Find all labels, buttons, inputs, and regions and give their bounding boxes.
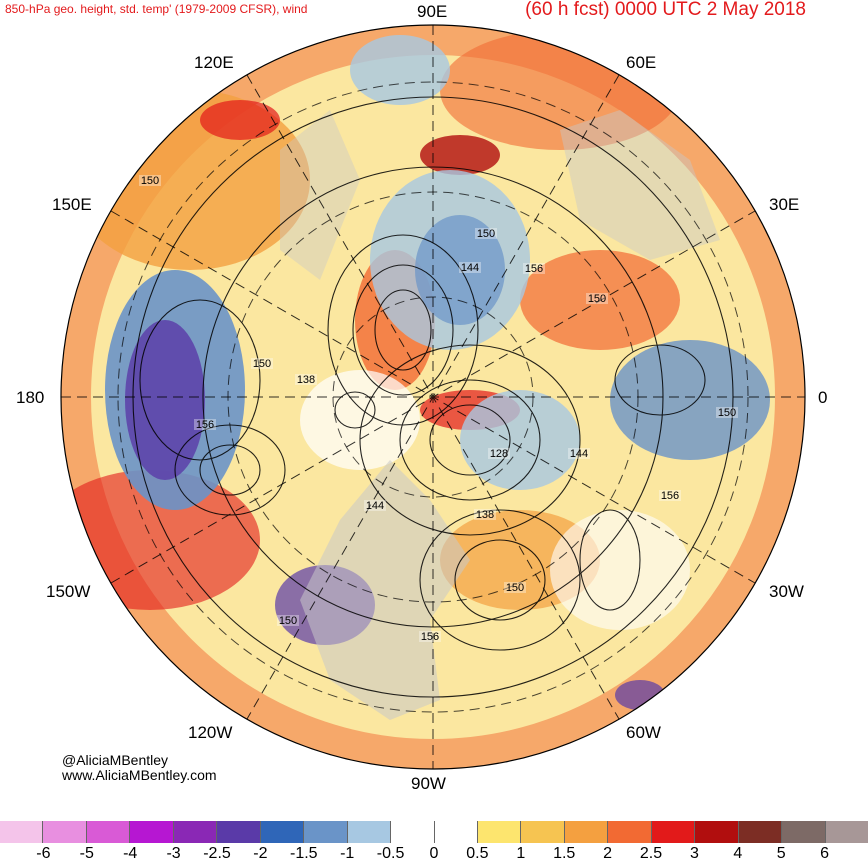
- legend-swatch: [130, 821, 174, 843]
- lon-label-60e: 60E: [626, 53, 657, 72]
- credit-handle: @AliciaMBentley: [62, 752, 169, 768]
- legend-tick: 2.5: [639, 845, 663, 862]
- lon-label-120w: 120W: [188, 723, 233, 742]
- legend-color-bar: [0, 821, 868, 843]
- legend-swatch: [608, 821, 652, 843]
- contour-label: 128: [490, 448, 508, 460]
- lon-label-120e: 120E: [194, 53, 234, 72]
- legend-swatch: [651, 821, 696, 843]
- lon-label-90e: 90E: [417, 2, 448, 21]
- contour-label: 156: [525, 263, 543, 275]
- legend-tick: -6: [36, 845, 51, 862]
- contour-label: 156: [661, 490, 679, 502]
- legend-swatch: [0, 821, 44, 843]
- legend-swatch: [738, 821, 783, 843]
- legend-tick: -5: [79, 845, 94, 862]
- lon-label-90w: 90W: [411, 774, 446, 793]
- lon-label-30w: 30W: [769, 582, 804, 601]
- legend-tick: 3: [689, 845, 699, 862]
- legend-swatch: [782, 821, 826, 843]
- legend-tick: 1: [516, 845, 526, 862]
- polar-stereographic-map: 150 150 144 156 150 138 150 156 128 144 144 138 150 1…: [60, 24, 806, 770]
- lon-label-150e: 150E: [52, 195, 92, 214]
- legend-tick: 4: [733, 845, 743, 862]
- legend-swatch: [695, 821, 739, 843]
- meridian-lines: [61, 25, 805, 769]
- credit-site: www.AliciaMBentley.com: [62, 767, 217, 783]
- legend-tick: 0: [429, 845, 439, 862]
- legend-swatch: [391, 821, 435, 843]
- legend-swatch: [304, 821, 348, 843]
- legend-swatch: [86, 821, 131, 843]
- contour-label: 144: [366, 500, 384, 512]
- lon-label-180: 180: [16, 388, 45, 407]
- color-legend: -6 -5 -4 -3 -2.5 -2 -1.5 -1 -0.5 0 0.5 1 1.5 2 2.5 3 4 5 6: [0, 821, 868, 865]
- contour-labels: 150 150 144 156 150 138 150 156 128 144 144 138 150 1…: [139, 175, 738, 643]
- legend-swatch: [260, 821, 305, 843]
- legend-tick: 0.5: [466, 845, 489, 862]
- legend-tick: -3: [166, 845, 181, 862]
- legend-tick: -4: [123, 845, 138, 862]
- legend-swatch: [825, 821, 868, 843]
- contour-label: 138: [476, 509, 494, 521]
- contour-label: 150: [588, 293, 606, 305]
- contour-label: 156: [196, 419, 214, 431]
- lon-label-60w: 60W: [626, 723, 661, 742]
- contour-label: 156: [421, 631, 439, 643]
- contour-label: 144: [461, 262, 479, 274]
- legend-swatch: [477, 821, 522, 843]
- contour-label: 150: [141, 175, 159, 187]
- map-header-right: (60 h fcst) 0000 UTC 2 May 2018: [525, 0, 806, 20]
- legend-tick: -1: [340, 845, 355, 862]
- legend-swatch: [43, 821, 87, 843]
- legend-swatch: [434, 821, 478, 843]
- contour-label: 144: [570, 448, 588, 460]
- lon-label-0: 0: [818, 388, 828, 407]
- legend-tick-labels: -6 -5 -4 -3 -2.5 -2 -1.5 -1 -0.5 0 0.5 1 1.5 2 2.5 3 4 5 6: [0, 845, 868, 865]
- map-header-left: 850-hPa geo. height, std. temp' (1979-20…: [5, 2, 308, 16]
- legend-tick: 5: [776, 845, 786, 862]
- legend-tick: 1.5: [553, 845, 576, 862]
- legend-swatch: [347, 821, 392, 843]
- legend-tick: -2.5: [203, 845, 231, 862]
- map-boundary: [60, 24, 806, 770]
- legend-tick: 2: [603, 845, 613, 862]
- legend-tick: -1.5: [290, 845, 318, 862]
- contour-label: 150: [253, 358, 271, 370]
- contour-label: 150: [477, 228, 495, 240]
- legend-tick: -0.5: [376, 845, 405, 862]
- legend-swatch: [173, 821, 218, 843]
- legend-swatch: [564, 821, 609, 843]
- contour-label: 150: [506, 582, 524, 594]
- legend-tick: 6: [820, 845, 830, 862]
- contour-label: 138: [297, 374, 315, 386]
- contour-label: 150: [279, 615, 297, 627]
- contour-label: 150: [718, 407, 736, 419]
- legend-swatch: [217, 821, 261, 843]
- legend-tick: -2: [253, 845, 268, 862]
- legend-swatch: [521, 821, 565, 843]
- lon-label-30e: 30E: [769, 195, 800, 214]
- temperature-anomaly-field: [61, 25, 805, 769]
- lon-label-150w: 150W: [46, 582, 91, 601]
